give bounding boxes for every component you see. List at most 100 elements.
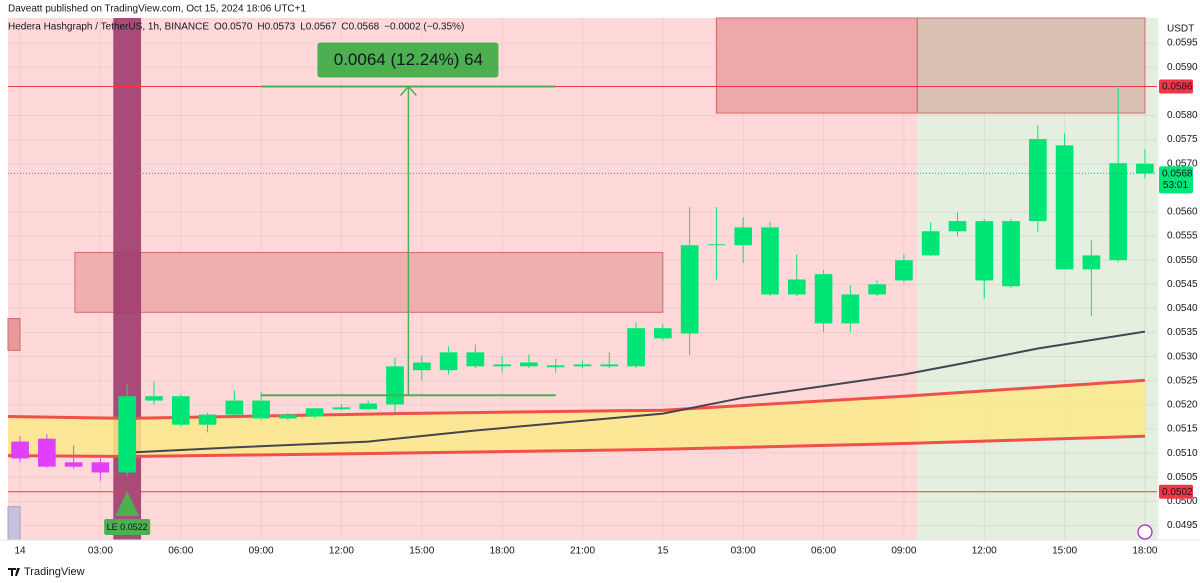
candle-body	[91, 462, 110, 473]
y-tick-label: 0.0530	[1167, 351, 1198, 362]
candle-body	[975, 221, 994, 281]
publish-header: Daveatt published on TradingView.com, Oc…	[8, 4, 306, 15]
y-tick-label: 0.0510	[1167, 448, 1198, 459]
footer-brand: TradingView	[24, 566, 85, 578]
candle-body	[573, 364, 592, 367]
candle-body	[439, 352, 458, 371]
y-tick-label: 0.0540	[1167, 303, 1198, 314]
price-level-label: 0.0502	[1162, 487, 1193, 498]
legend-key: L	[300, 22, 306, 33]
x-tick-label: 03:00	[731, 546, 756, 557]
candle-body	[252, 400, 270, 419]
last-price-tag	[1159, 166, 1193, 194]
legend-value: 0.0573	[265, 22, 296, 33]
y-tick-label: 0.0595	[1167, 38, 1198, 49]
candle-body	[37, 438, 56, 467]
legend-value: 0.0570	[222, 22, 253, 33]
y-tick-label: 0.0505	[1167, 472, 1198, 483]
y-tick-label: 0.0545	[1167, 279, 1198, 290]
x-tick-label: 15:00	[409, 546, 434, 557]
candle-body	[1055, 145, 1074, 270]
candle-body	[198, 414, 217, 425]
signal-triangle	[115, 491, 140, 516]
legend-key: O	[214, 22, 222, 33]
candle-body	[359, 403, 378, 410]
candle-body	[761, 227, 779, 295]
y-tick-label: 0.0500	[1167, 496, 1198, 507]
candle-body	[520, 362, 538, 367]
candle-body	[707, 244, 726, 246]
candle-body	[921, 231, 940, 256]
y-tick-label: 0.0520	[1167, 400, 1198, 411]
candle-body	[868, 284, 886, 295]
x-tick-label: 03:00	[88, 546, 113, 557]
candle-body	[814, 274, 833, 324]
y-tick-label: 0.0575	[1167, 134, 1198, 145]
measure-arrow-head	[399, 85, 417, 97]
y-tick-label: 0.0580	[1167, 110, 1198, 121]
candle-body	[386, 366, 404, 405]
x-tick-label: 06:00	[168, 546, 193, 557]
signal-label-box	[104, 519, 151, 535]
candle-body	[680, 245, 699, 334]
candle-body	[841, 294, 860, 324]
order-block-zone	[715, 17, 918, 114]
candle-body	[279, 414, 297, 419]
legend-change: −0.0002 (−0.35%)	[384, 22, 464, 33]
candle-body	[118, 396, 137, 473]
price-level-tag	[1159, 79, 1193, 94]
x-tick-label: 18:00	[1132, 546, 1157, 557]
candle-body	[1082, 255, 1101, 270]
candle-body	[654, 328, 672, 339]
legend-symbol: Hedera Hashgraph / TetherUS, 1h, BINANCE	[8, 22, 209, 33]
candle-body	[305, 408, 324, 417]
band-lower-line	[7, 434, 1145, 459]
x-tick-label: 15	[657, 546, 669, 557]
candle-body	[145, 396, 163, 401]
candle-body	[627, 328, 645, 367]
legend-key: C	[341, 22, 348, 33]
last-price-label: 0.0568	[1162, 168, 1193, 179]
y-tick-label: 0.0515	[1167, 424, 1198, 435]
candle-body	[1002, 221, 1020, 287]
legend-value: 0.0567	[306, 22, 337, 33]
candle-body	[493, 364, 511, 367]
x-tick-label: 14	[14, 546, 26, 557]
x-tick-label: 15:00	[1052, 546, 1077, 557]
candle-body	[546, 365, 565, 368]
measure-label: 0.0064 (12.24%) 64	[334, 50, 483, 69]
candle-body	[11, 441, 29, 459]
candle-body	[64, 462, 83, 467]
measure-label-box	[317, 42, 499, 78]
band-upper-line	[7, 378, 1146, 420]
order-block-zone	[7, 318, 21, 351]
candle-body	[895, 260, 913, 281]
y-tick-label: 0.0590	[1167, 62, 1198, 73]
tradingview-logo	[8, 568, 20, 576]
order-block-zone	[916, 17, 1146, 114]
alert-icon	[1137, 524, 1153, 540]
candle-body	[787, 279, 806, 295]
candle-body	[1028, 139, 1047, 222]
candle-body	[466, 352, 485, 367]
legend-key: H	[257, 22, 264, 33]
y-tick-label: 0.0550	[1167, 255, 1198, 266]
order-block-zone	[74, 251, 664, 313]
y-tick-label: 0.0570	[1167, 158, 1198, 169]
y-tick-label: 0.0495	[1167, 520, 1198, 531]
y-tick-label: 0.0525	[1167, 375, 1198, 386]
candle-body	[1109, 163, 1128, 261]
x-tick-label: 18:00	[490, 546, 515, 557]
candle-body	[171, 396, 190, 425]
candle-body	[600, 364, 619, 367]
candle-body	[1136, 163, 1154, 174]
x-tick-label: 12:00	[329, 546, 354, 557]
y-tick-label: 0.0560	[1167, 207, 1198, 218]
order-block-zone	[7, 506, 21, 541]
x-tick-label: 09:00	[249, 546, 274, 557]
candle-body	[332, 407, 351, 410]
price-level-label: 0.0586	[1162, 82, 1193, 93]
signal-label: LE 0.0522	[107, 522, 148, 532]
bar-countdown: 53:01	[1163, 180, 1188, 191]
